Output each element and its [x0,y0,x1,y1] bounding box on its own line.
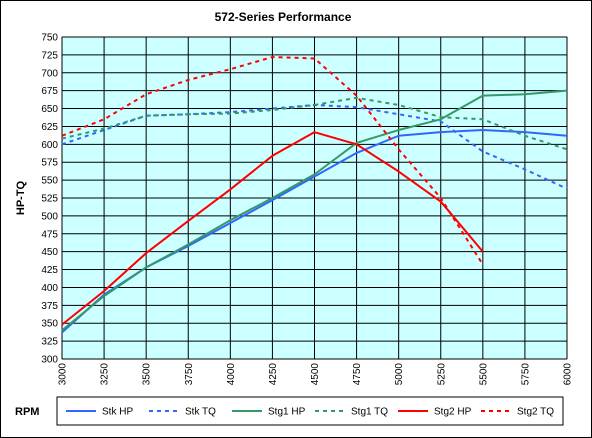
x-tick-label: 4750 [352,363,363,386]
legend-label-stg2-hp: Stg2 HP [434,407,472,418]
x-tick-label: 5500 [478,363,489,386]
x-axis-tick-labels: 3000 3250 3500 3750 4000 4250 4500 4750 5000 5250… [58,363,574,386]
vertical-gridlines [61,37,568,359]
legend-label-stk-hp: Stk HP [102,407,133,418]
y-tick-label: 375 [41,301,58,312]
legend: Stk HP Stk TQ Stg1 HP Stg1 TQ Stg2 HP Stg2 TQ [66,407,554,418]
y-tick-label: 550 [41,176,58,187]
y-tick-label: 675 [41,86,58,97]
x-tick-label: 3000 [58,363,69,386]
y-tick-label: 350 [41,319,58,330]
x-tick-label: 5250 [436,363,447,386]
x-tick-label: 4000 [226,363,237,386]
x-tick-label: 5750 [520,363,531,386]
y-tick-label: 450 [41,247,58,258]
y-tick-label: 625 [41,122,58,133]
y-tick-label: 575 [41,158,58,169]
legend-label-stg2-tq: Stg2 TQ [517,407,554,418]
x-tick-label: 3750 [184,363,195,386]
y-tick-label: 600 [41,140,58,151]
y-tick-label: 525 [41,194,58,205]
series-lines [61,56,568,334]
x-tick-label: 4250 [268,363,279,386]
y-tick-label: 425 [41,265,58,276]
x-axis-label: RPM [15,406,39,418]
y-tick-label: 300 [41,355,58,366]
x-tick-label: 3500 [142,363,153,386]
y-tick-label: 500 [41,211,58,222]
chart-title: 572-Series Performance [215,10,352,24]
y-tick-label: 475 [41,229,58,240]
y-axis-label: HP-TQ [15,180,27,215]
y-tick-label: 400 [41,283,58,294]
series-line-stg2-hp [61,131,484,326]
series-line-stg1-hp [61,89,568,332]
legend-label-stg1-hp: Stg1 HP [268,407,306,418]
x-tick-label: 6000 [563,363,574,386]
legend-label-stk-tq: Stk TQ [185,407,216,418]
legend-box [56,396,564,426]
y-tick-label: 650 [41,104,58,115]
x-tick-label: 5000 [394,363,405,386]
series-line-stg1-tq [61,96,568,151]
series-line-stg2-tq [61,56,484,266]
x-tick-label: 4500 [310,363,321,386]
y-tick-label: 325 [41,337,58,348]
x-tick-label: 3250 [100,363,111,386]
legend-label-stg1-tq: Stg1 TQ [351,407,388,418]
y-tick-label: 750 [41,33,58,44]
y-axis-tick-labels: 300 325 350 375 400 425 450 475 500 525 550 575 600 6… [41,33,58,366]
y-tick-label: 725 [41,50,58,61]
y-tick-label: 700 [41,68,58,79]
